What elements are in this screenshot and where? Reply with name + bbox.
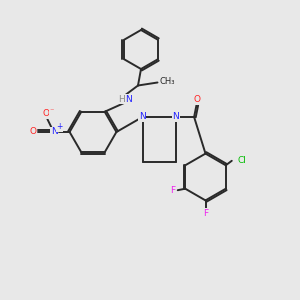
Text: Cl: Cl xyxy=(238,156,247,165)
Text: O: O xyxy=(43,109,50,118)
Text: O: O xyxy=(29,128,37,136)
Text: H: H xyxy=(118,94,125,103)
Text: +: + xyxy=(56,122,62,131)
Text: CH₃: CH₃ xyxy=(159,77,175,86)
Text: F: F xyxy=(203,209,208,218)
Text: N: N xyxy=(139,112,146,121)
Text: ⁻: ⁻ xyxy=(50,106,54,115)
Text: N: N xyxy=(172,112,179,121)
Text: N: N xyxy=(125,94,132,103)
Text: O: O xyxy=(194,95,201,104)
Text: N: N xyxy=(51,128,57,136)
Text: F: F xyxy=(170,186,175,195)
